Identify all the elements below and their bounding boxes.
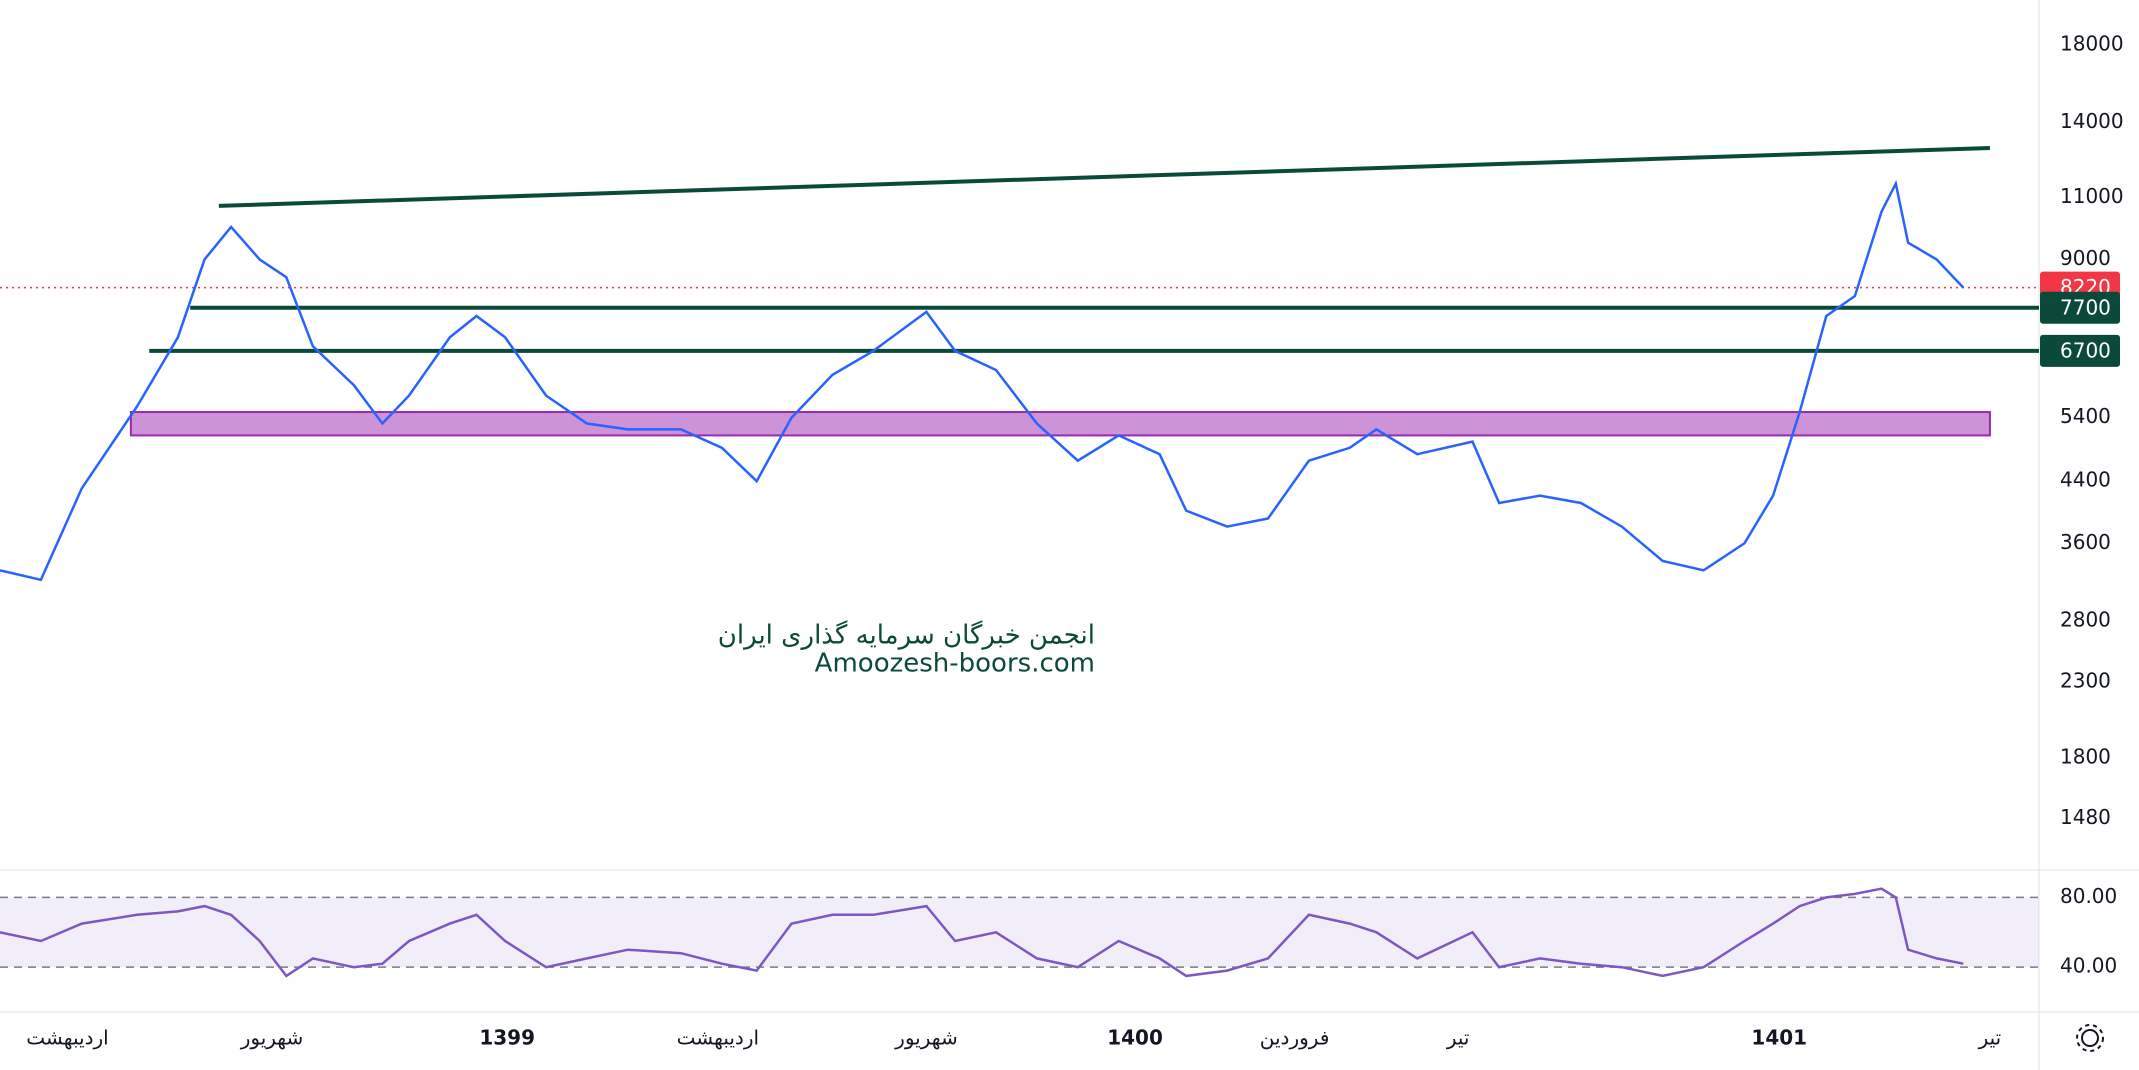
y-tick-label: 11000 — [2060, 184, 2124, 208]
price-line — [0, 179, 1965, 582]
y-tick-label: 18000 — [2060, 31, 2124, 55]
settings-icon[interactable] — [2076, 1024, 2104, 1052]
price-label: 7700 — [2060, 295, 2111, 319]
y-tick-label: 80.00 — [2060, 884, 2117, 908]
x-tick-label: تیر — [1446, 1026, 1470, 1050]
support-zone — [129, 411, 1991, 437]
x-tick-label: 1401 — [1751, 1026, 1807, 1050]
y-tick-label: 5400 — [2060, 404, 2111, 428]
y-tick-label: 40.00 — [2060, 954, 2117, 978]
x-tick-label: فروردین — [1260, 1026, 1330, 1050]
y-tick-label: 2800 — [2060, 608, 2111, 632]
price-label-box — [2040, 334, 2120, 367]
y-tick-label: 1800 — [2060, 745, 2111, 769]
y-tick-label: 1480 — [2060, 805, 2111, 829]
watermark: انجمن خبرگان سرمایه گذاری ایران — [718, 620, 1095, 651]
y-tick-label: 14000 — [2060, 109, 2124, 133]
x-tick-label: شهریور — [894, 1026, 958, 1050]
watermark: Amoozesh-boors.com — [815, 649, 1095, 679]
trend-line — [218, 145, 1990, 208]
x-tick-label: 1399 — [479, 1026, 535, 1050]
y-tick-label: 4400 — [2060, 468, 2111, 492]
y-tick-label: 2300 — [2060, 669, 2111, 693]
x-tick-label: اردیبهشت — [677, 1026, 759, 1050]
y-tick-label: 3600 — [2060, 530, 2111, 554]
x-tick-label: تیر — [1978, 1026, 2002, 1050]
x-tick-label: 1400 — [1107, 1026, 1163, 1050]
price-label-box — [2040, 291, 2120, 324]
x-tick-label: شهریور — [240, 1026, 304, 1050]
y-tick-label: 9000 — [2060, 246, 2111, 270]
x-tick-label: اردیبهشت — [26, 1026, 108, 1050]
rsi-band — [0, 897, 2039, 968]
price-label: 6700 — [2060, 338, 2111, 362]
rsi-line — [0, 887, 1964, 978]
